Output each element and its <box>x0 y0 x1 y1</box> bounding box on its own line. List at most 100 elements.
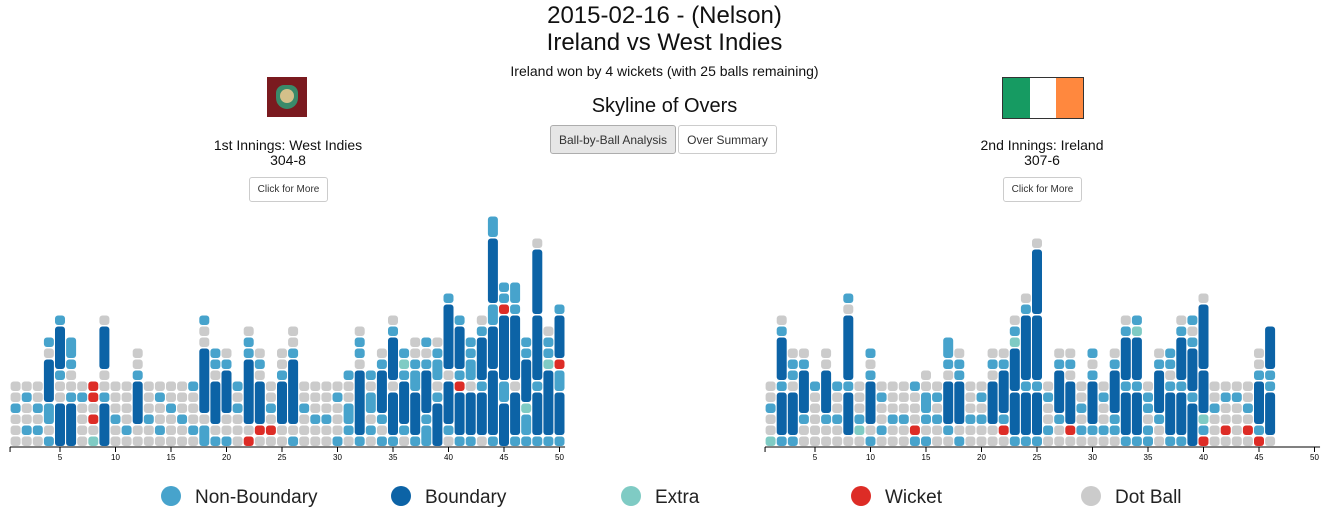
ball <box>765 403 776 413</box>
ball <box>1198 293 1209 303</box>
ball <box>1265 370 1276 380</box>
legend-swatch <box>1081 486 1101 506</box>
ball <box>132 381 143 424</box>
ball <box>43 436 54 446</box>
ball <box>177 436 188 446</box>
ball <box>299 392 310 402</box>
ball <box>532 381 543 391</box>
ball <box>987 348 998 358</box>
ball <box>909 436 920 446</box>
ball <box>1242 403 1253 413</box>
ball <box>932 392 943 402</box>
ball <box>332 425 343 435</box>
ball <box>1209 392 1220 402</box>
ball <box>854 403 865 413</box>
ball <box>998 414 1009 424</box>
tab-button[interactable]: Over Summary <box>678 125 777 154</box>
ball <box>909 414 920 424</box>
ball <box>843 381 854 391</box>
ball <box>410 436 421 446</box>
ball <box>921 414 931 424</box>
ball <box>277 381 287 424</box>
ball <box>998 359 1009 369</box>
innings-score: 304-8 <box>270 152 306 168</box>
ball <box>299 414 310 424</box>
ball <box>887 392 898 402</box>
ball <box>776 392 787 435</box>
ball <box>943 425 954 435</box>
ball <box>810 381 820 391</box>
ball <box>1242 381 1253 391</box>
ball <box>354 337 365 347</box>
ball <box>543 348 554 358</box>
ball <box>21 381 32 391</box>
ball <box>1043 403 1054 413</box>
ball <box>932 425 943 435</box>
ball <box>443 370 454 380</box>
x-tick-label: 5 <box>813 453 818 462</box>
ball <box>998 425 1009 435</box>
ball <box>66 403 77 446</box>
ball <box>1231 414 1242 424</box>
ball <box>221 425 232 435</box>
ball <box>832 381 843 391</box>
ball <box>66 359 77 369</box>
ball <box>898 425 909 435</box>
ball <box>1020 381 1031 391</box>
ball <box>1087 370 1098 380</box>
ball <box>399 381 410 424</box>
ball <box>1198 304 1209 369</box>
ball <box>1143 392 1153 402</box>
ball <box>1198 436 1209 446</box>
ball <box>499 403 509 446</box>
ball <box>210 370 221 380</box>
ball <box>1020 315 1031 380</box>
wi-flag <box>267 77 307 117</box>
ball <box>10 425 21 435</box>
ball <box>121 403 132 413</box>
ball <box>843 293 854 303</box>
ball <box>43 337 54 347</box>
x-tick-label: 25 <box>278 453 287 462</box>
ball <box>143 436 154 446</box>
ball <box>1165 359 1176 369</box>
ball <box>1032 315 1042 380</box>
ball <box>376 359 387 369</box>
ball <box>143 392 154 402</box>
ball <box>1176 392 1187 435</box>
more-button[interactable]: Click for More <box>1003 177 1082 202</box>
ball <box>765 436 776 446</box>
innings-score: 307-6 <box>1024 152 1060 168</box>
ball <box>787 348 798 358</box>
ball <box>1032 238 1042 248</box>
ball <box>976 403 987 413</box>
more-button[interactable]: Click for More <box>249 177 328 202</box>
ball <box>166 425 176 435</box>
ball <box>332 403 343 413</box>
ball <box>921 392 931 413</box>
ball <box>499 315 509 380</box>
ball <box>243 337 254 347</box>
ball <box>1054 348 1065 358</box>
ball <box>898 381 909 391</box>
ball <box>1220 436 1231 446</box>
ball <box>787 392 798 435</box>
ball <box>943 436 954 446</box>
ball <box>1231 392 1242 402</box>
ball <box>543 436 554 446</box>
ball <box>177 403 188 413</box>
ball <box>77 381 88 391</box>
ball <box>532 315 543 380</box>
ball <box>543 370 554 435</box>
ball <box>876 392 887 402</box>
ball <box>976 425 987 435</box>
tab-button[interactable]: Ball-by-Ball Analysis <box>550 125 676 154</box>
ball <box>288 425 299 435</box>
ball <box>810 403 820 413</box>
ball <box>965 436 976 446</box>
ball <box>876 381 887 391</box>
ball <box>32 414 43 424</box>
ball <box>765 381 776 391</box>
ball <box>1065 370 1076 380</box>
ball <box>10 414 21 424</box>
